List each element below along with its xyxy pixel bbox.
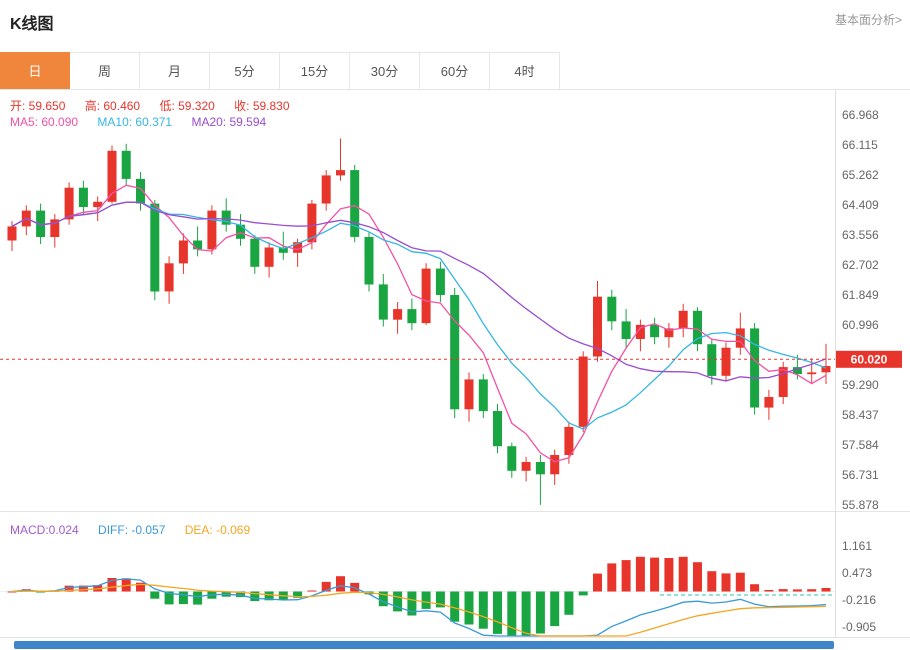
open-value: 开: 59.650 bbox=[10, 99, 66, 113]
ma5-legend: MA5: 60.090 bbox=[10, 115, 79, 129]
svg-text:61.849: 61.849 bbox=[842, 288, 879, 302]
svg-text:-0.216: -0.216 bbox=[842, 593, 876, 607]
ohlc-legend: 开: 59.650 高: 60.460 低: 59.320 收: 59.830 bbox=[10, 97, 306, 114]
page-title: K线图 bbox=[10, 16, 54, 33]
svg-text:60.996: 60.996 bbox=[842, 318, 879, 332]
svg-text:59.290: 59.290 bbox=[842, 378, 879, 392]
tab-60min[interactable]: 60分 bbox=[420, 52, 490, 89]
svg-text:64.409: 64.409 bbox=[842, 198, 879, 212]
high-value: 高: 60.460 bbox=[84, 99, 141, 113]
tab-30min[interactable]: 30分 bbox=[350, 52, 420, 89]
svg-text:66.968: 66.968 bbox=[842, 108, 879, 122]
dea-value: DEA: -0.069 bbox=[184, 523, 251, 537]
tab-4hour[interactable]: 4时 bbox=[490, 52, 560, 89]
diff-value: DIFF: -0.057 bbox=[98, 523, 166, 537]
svg-text:66.115: 66.115 bbox=[842, 138, 878, 152]
svg-text:57.584: 57.584 bbox=[842, 438, 879, 452]
low-value: 低: 59.320 bbox=[159, 99, 215, 113]
chart-area: 开: 59.650 高: 60.460 低: 59.320 收: 59.830 … bbox=[0, 90, 910, 650]
tab-month[interactable]: 月 bbox=[140, 52, 210, 89]
chart-period-tabs: 日 周 月 5分 15分 30分 60分 4时 bbox=[0, 52, 910, 90]
page-header: K线图 基本面分析> bbox=[0, 0, 910, 40]
svg-text:1.161: 1.161 bbox=[842, 539, 872, 553]
svg-text:58.437: 58.437 bbox=[842, 408, 879, 422]
svg-text:60.020: 60.020 bbox=[851, 352, 888, 366]
svg-text:0.473: 0.473 bbox=[842, 566, 872, 580]
chart-scrollbar[interactable] bbox=[14, 641, 834, 649]
tab-5min[interactable]: 5分 bbox=[210, 52, 280, 89]
tab-week[interactable]: 周 bbox=[70, 52, 140, 89]
svg-text:-0.905: -0.905 bbox=[842, 620, 876, 634]
close-value: 收: 59.830 bbox=[234, 99, 290, 113]
fundamental-analysis-link[interactable]: 基本面分析> bbox=[834, 13, 902, 27]
svg-text:56.731: 56.731 bbox=[842, 468, 879, 482]
svg-text:65.262: 65.262 bbox=[842, 168, 879, 182]
ma10-legend: MA10: 60.371 bbox=[97, 115, 173, 129]
ma-legend: MA5: 60.090 MA10: 60.371 MA20: 59.594 bbox=[10, 115, 282, 129]
svg-text:62.702: 62.702 bbox=[842, 258, 879, 272]
candlestick-chart[interactable]: 60.020 66.968 66.115 65.262 64.409 63.556 62.7… bbox=[0, 90, 910, 650]
ma20-legend: MA20: 59.594 bbox=[191, 115, 267, 129]
tab-day[interactable]: 日 bbox=[0, 52, 70, 89]
macd-legend: MACD:0.024 DIFF: -0.057 DEA: -0.069 bbox=[10, 523, 266, 537]
tab-15min[interactable]: 15分 bbox=[280, 52, 350, 89]
current-price-tag: 60.020 bbox=[836, 350, 902, 368]
svg-text:63.556: 63.556 bbox=[842, 228, 879, 242]
macd-value: MACD:0.024 bbox=[10, 523, 79, 537]
svg-text:55.878: 55.878 bbox=[842, 498, 879, 512]
